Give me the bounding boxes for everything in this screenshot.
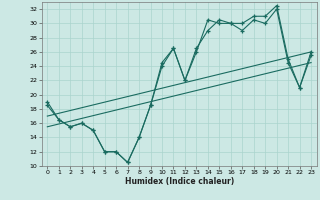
X-axis label: Humidex (Indice chaleur): Humidex (Indice chaleur) — [124, 177, 234, 186]
